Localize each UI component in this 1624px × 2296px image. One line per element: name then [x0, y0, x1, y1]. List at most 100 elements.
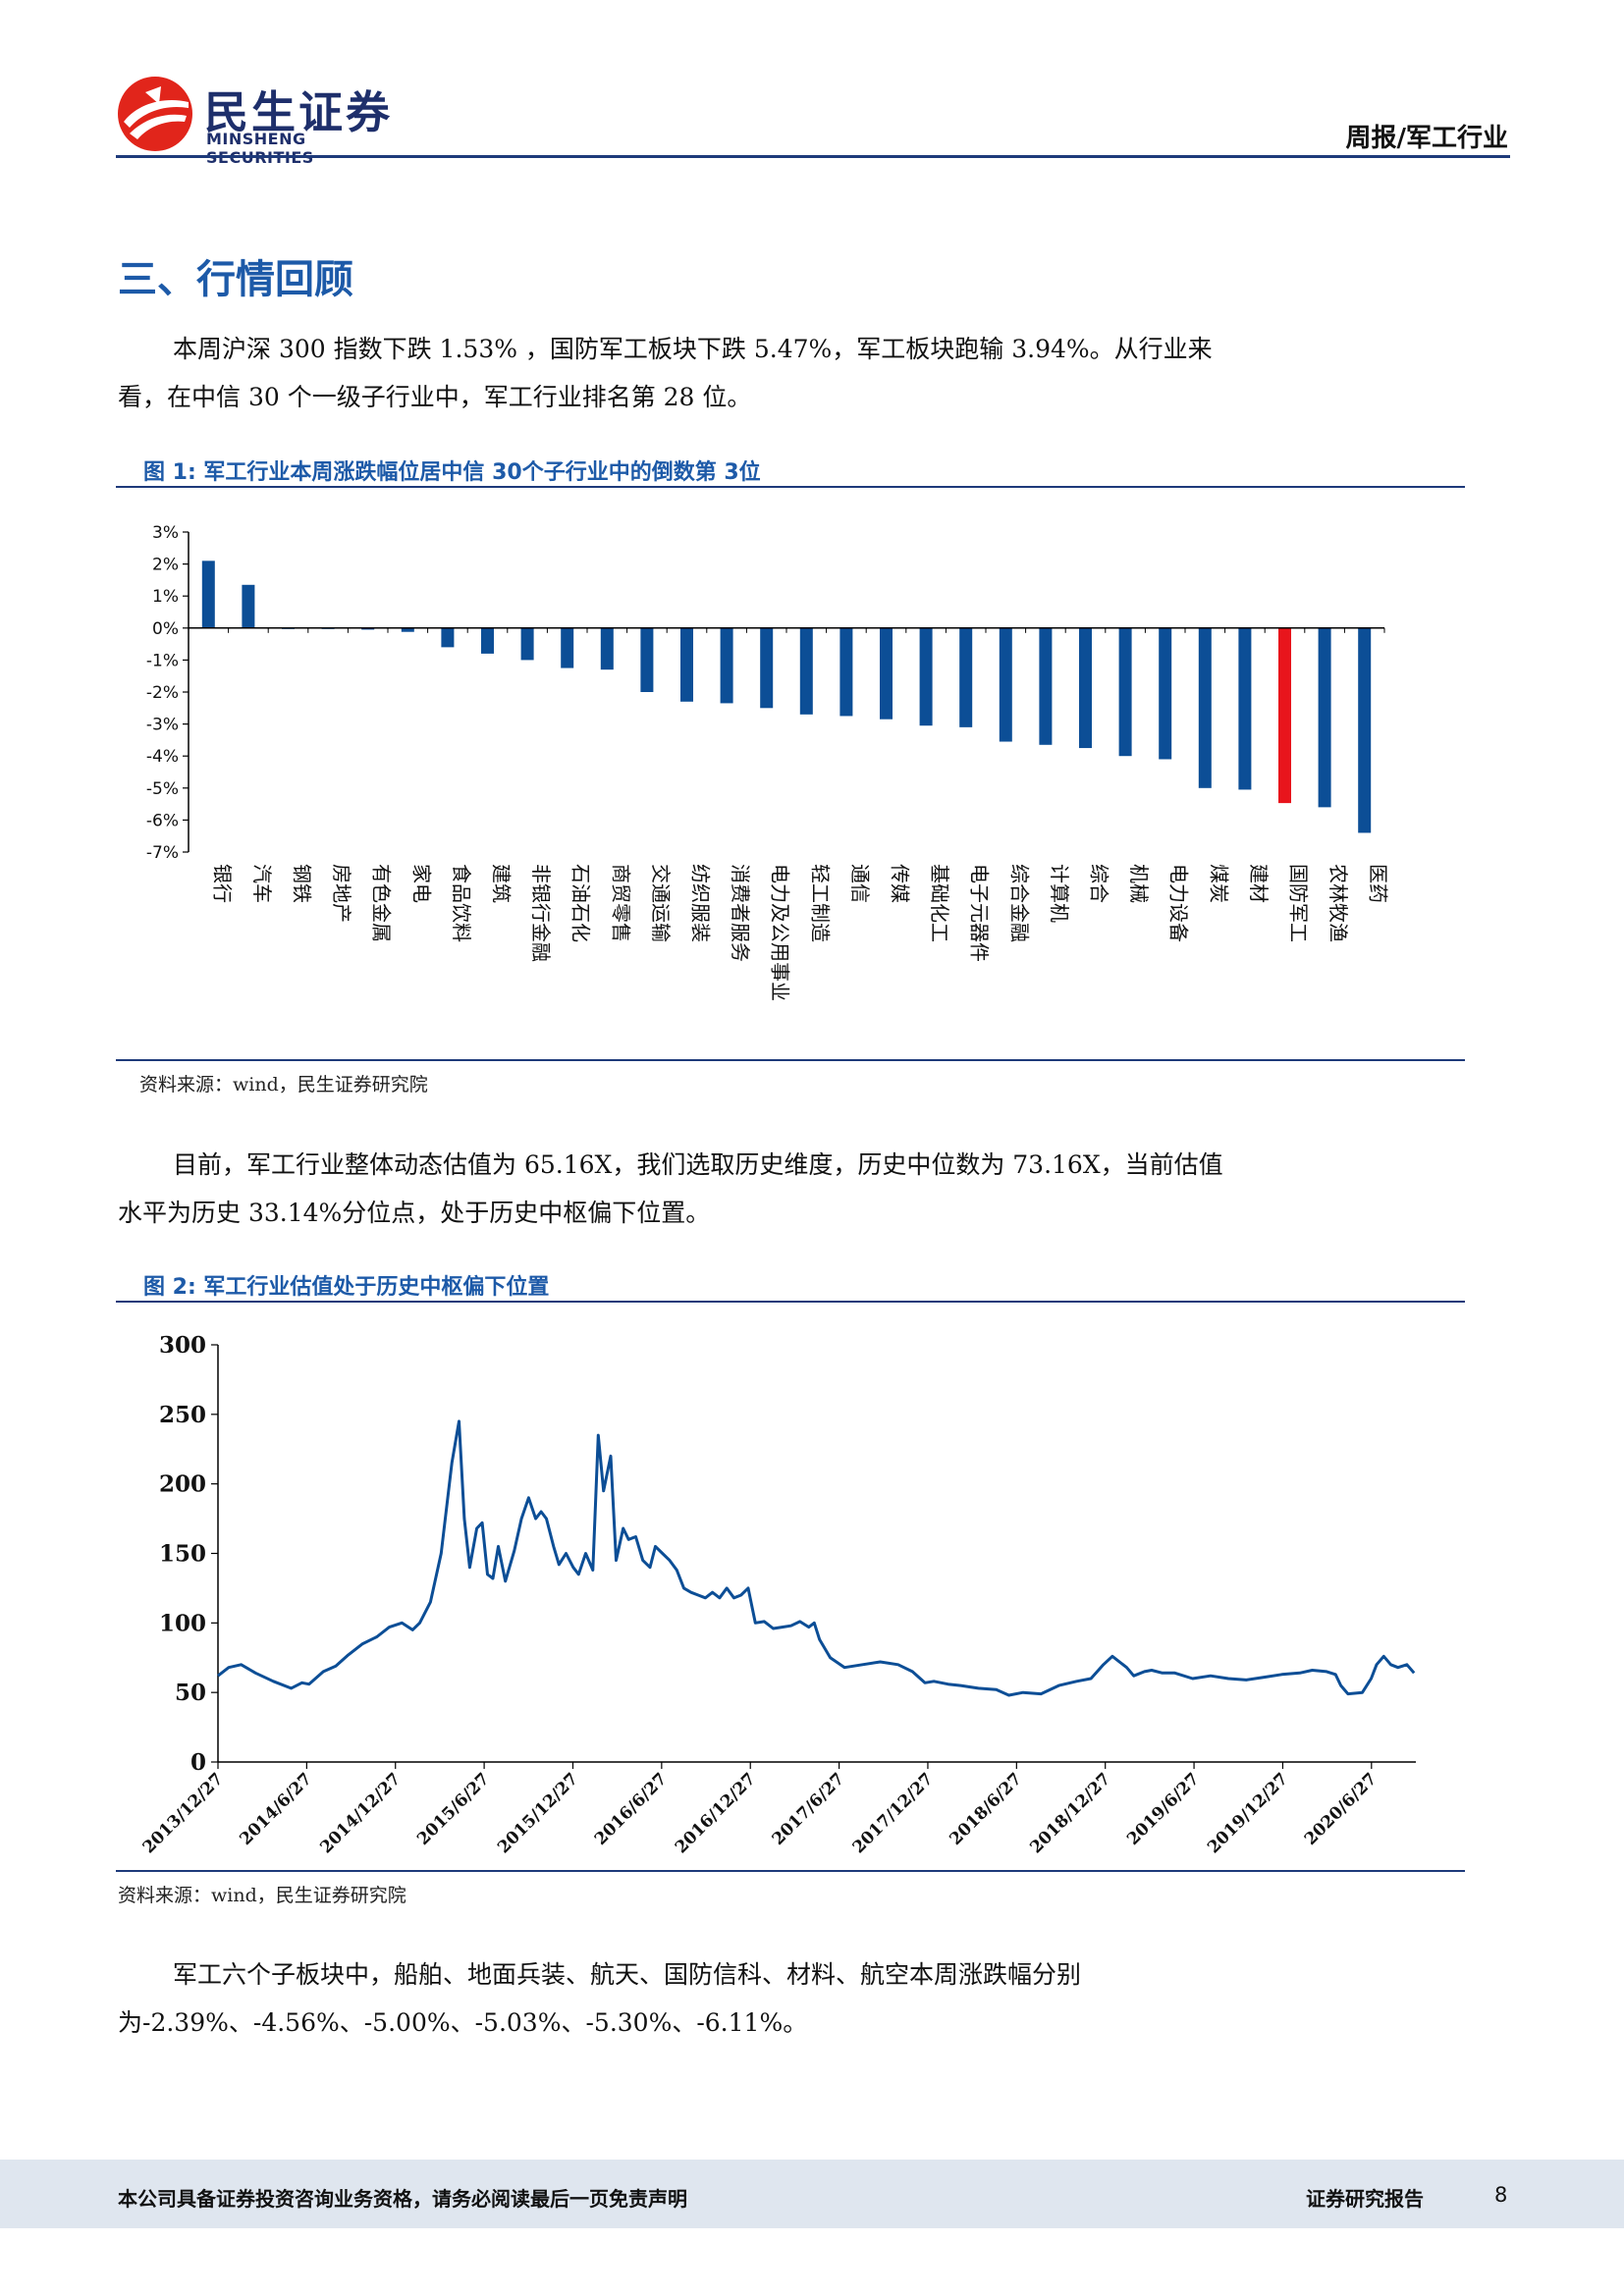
x-tick-label: 2015/12/27 — [494, 1769, 582, 1857]
y-tick-label: -4% — [146, 747, 179, 767]
x-tick-label: 机械 — [1127, 864, 1151, 903]
x-tick-label: 房地产 — [330, 864, 353, 923]
x-tick-label: 消费者服务 — [729, 864, 752, 962]
minsheng-logo-icon — [118, 77, 192, 151]
bar — [919, 627, 933, 726]
logo-en-text: MINSHENG SECURITIES — [206, 130, 313, 167]
figure-2-title: 图 2: 军工行业估值处于历史中枢偏下位置 — [143, 1275, 550, 1300]
x-tick-label: 2013/12/27 — [139, 1769, 228, 1857]
y-tick-label: 2% — [152, 556, 179, 575]
bar — [720, 627, 733, 704]
y-tick-label: -2% — [146, 683, 179, 703]
x-tick-label: 2018/12/27 — [1026, 1769, 1114, 1857]
x-tick-label: 2017/6/27 — [769, 1769, 848, 1848]
x-tick-label: 食品饮料 — [450, 864, 473, 942]
bar — [680, 627, 693, 702]
x-tick-label: 国防军工 — [1287, 864, 1311, 942]
bar — [1198, 627, 1212, 788]
x-tick-label: 家电 — [409, 864, 433, 903]
x-tick-label: 交通运输 — [649, 864, 673, 942]
x-tick-label: 电力设备 — [1167, 864, 1191, 942]
page-footer: 本公司具备证券投资咨询业务资格，请务必阅读最后一页免责声明 证券研究报告 8 — [0, 2160, 1624, 2228]
paragraph-3: 军工六个子板块中，船舶、地面兵装、航天、国防信科、材料、航空本周涨跌幅分别为-2… — [118, 1950, 1237, 2047]
y-tick-label: -3% — [146, 716, 179, 735]
paragraph-3-text: 军工六个子板块中，船舶、地面兵装、航天、国防信科、材料、航空本周涨跌幅分别为-2… — [118, 1960, 1082, 2037]
bar — [1159, 627, 1172, 760]
bar — [839, 627, 853, 717]
bar — [880, 627, 893, 720]
x-tick-label: 建材 — [1247, 864, 1271, 903]
figure-1-bottom-rule — [116, 1059, 1465, 1061]
bar — [1039, 627, 1053, 745]
x-tick-label: 2016/12/27 — [672, 1769, 760, 1857]
x-tick-label: 综合 — [1088, 864, 1111, 903]
x-tick-label: 综合金融 — [1007, 864, 1031, 942]
x-tick-label: 商贸零售 — [609, 864, 632, 942]
bar — [1079, 627, 1092, 749]
x-tick-label: 基础化工 — [928, 864, 951, 942]
x-tick-label: 建筑 — [490, 864, 514, 903]
section-title: 三、行情回顾 — [118, 257, 353, 302]
x-tick-label: 2016/6/27 — [591, 1769, 671, 1848]
x-tick-label: 非银行金融 — [529, 864, 553, 962]
x-tick-label: 煤炭 — [1207, 864, 1230, 903]
bar — [1278, 627, 1291, 804]
y-tick-label: -1% — [146, 651, 179, 670]
bar — [640, 627, 654, 692]
bar-chart: 3% 2% 1% 0% -1% -2% -3% -4% -5% -6% -7% 银行 汽车 钢铁 房地产 有色… — [146, 523, 1390, 1001]
header-divider — [116, 155, 1510, 158]
x-tick-label: 2017/12/27 — [849, 1769, 938, 1857]
bar — [799, 627, 813, 715]
y-tick-label: 150 — [159, 1541, 206, 1568]
report-type: 周报/军工行业 — [1345, 124, 1509, 153]
x-tick-label: 电子元器件 — [968, 864, 992, 962]
bar — [1318, 627, 1331, 808]
bar — [600, 627, 614, 670]
x-tick-label: 汽车 — [250, 864, 274, 903]
x-tick-label: 纺织服装 — [689, 864, 713, 942]
x-tick-label: 有色金属 — [370, 864, 394, 942]
paragraph-1-text: 本周沪深 300 指数下跌 1.53% ，国防军工板块下跌 5.47%，军工板块… — [118, 335, 1213, 411]
x-tick-label: 2015/6/27 — [413, 1769, 493, 1848]
y-tick-label: 300 — [159, 1332, 206, 1359]
paragraph-1: 本周沪深 300 指数下跌 1.53% ，国防军工板块下跌 5.47%，军工板块… — [118, 325, 1237, 421]
x-tick-label: 石油石化 — [569, 864, 593, 942]
logo-cn-text: 民生证券 — [204, 86, 394, 138]
bar — [481, 627, 494, 654]
page-number: 8 — [1494, 2183, 1508, 2207]
x-tick-label: 农林牧渔 — [1326, 864, 1350, 942]
x-tick-label: 2018/6/27 — [946, 1769, 1025, 1848]
x-tick-label: 轻工制造 — [808, 864, 832, 942]
y-tick-label: 250 — [159, 1402, 206, 1428]
bar — [1358, 627, 1372, 833]
figure-2-source: 资料来源：wind，民生证券研究院 — [118, 1885, 406, 1906]
x-tick-label: 2020/6/27 — [1301, 1769, 1380, 1848]
paragraph-2: 目前，军工行业整体动态估值为 65.16X，我们选取历史维度，历史中位数为 73… — [118, 1141, 1237, 1237]
bar — [201, 561, 215, 628]
bar — [1118, 627, 1132, 757]
footer-report-label: 证券研究报告 — [1306, 2187, 1424, 2211]
x-tick-label: 2019/12/27 — [1204, 1769, 1292, 1857]
figure-1-title: 图 1: 军工行业本周涨跌幅位居中信 30个子行业中的倒数第 3位 — [143, 460, 761, 485]
x-tick-label: 电力及公用事业 — [769, 864, 792, 1001]
bar — [441, 627, 455, 648]
figure-2-top-rule — [116, 1301, 1465, 1303]
x-tick-label: 2014/6/27 — [236, 1769, 315, 1848]
y-tick-label: 100 — [159, 1610, 206, 1636]
figure-2-bottom-rule — [116, 1870, 1465, 1872]
x-tick-label: 计算机 — [1048, 864, 1071, 923]
bar — [760, 627, 774, 709]
footer-disclaimer: 本公司具备证券投资咨询业务资格，请务必阅读最后一页免责声明 — [118, 2187, 687, 2211]
y-tick-label: -5% — [146, 779, 179, 799]
figure-1-source: 资料来源：wind，民生证券研究院 — [139, 1074, 428, 1095]
y-tick-label: 50 — [175, 1680, 206, 1706]
x-tick-label: 钢铁 — [291, 864, 314, 903]
paragraph-2-text: 目前，军工行业整体动态估值为 65.16X，我们选取历史维度，历史中位数为 73… — [118, 1150, 1223, 1227]
y-tick-label: 3% — [152, 523, 179, 543]
x-tick-label: 通信 — [848, 864, 872, 903]
bar — [1238, 627, 1252, 790]
y-tick-label: 0% — [152, 619, 179, 639]
x-tick-label: 传媒 — [889, 864, 912, 903]
y-tick-label: 200 — [159, 1471, 206, 1498]
